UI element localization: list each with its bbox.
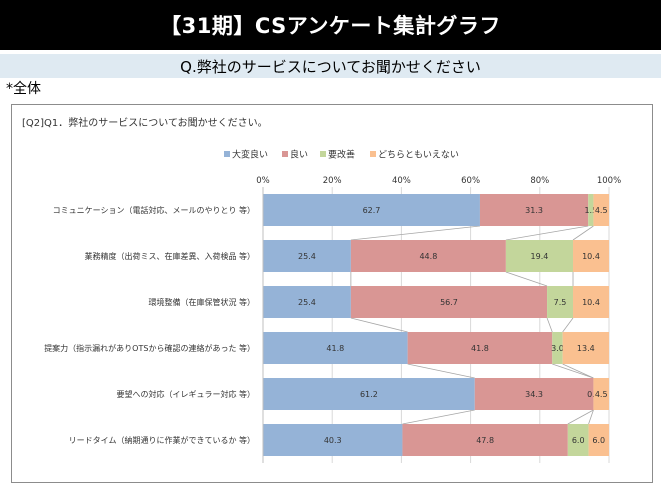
legend-label-1: 大変良い	[232, 149, 268, 161]
legend-label-4: どちらともいえない	[378, 150, 459, 161]
bar-1-3	[588, 194, 594, 226]
legend-swatch-2	[282, 151, 288, 157]
bar-5-2	[474, 378, 594, 410]
series-line-3-3	[562, 317, 574, 333]
series-line-1-3	[572, 225, 594, 241]
series-line-1-1	[350, 225, 480, 241]
data-label-1-3: 1.5	[584, 206, 597, 215]
legend-label-2: 良い	[290, 149, 308, 161]
x-tick-label-1: 20%	[323, 176, 342, 186]
data-label-1-2: 31.3	[525, 206, 543, 215]
category-label-1: コミュニケーション（電話対応、メールのやりとり 等）	[53, 205, 255, 215]
bar-6-2	[402, 424, 568, 456]
legend-swatch-3	[320, 151, 326, 157]
bar-4-1	[263, 332, 408, 364]
stacked-bar-chart: [Q2]Q1．弊社のサービスについてお聞かせください。大変良い 良い 要改善 どちらと…	[22, 116, 621, 463]
category-label-2: 業務精度（出荷ミス、在庫差異、入荷検品 等）	[84, 251, 255, 261]
bar-6-3	[567, 424, 589, 456]
bar-2-4	[573, 240, 609, 272]
x-tick-label-3: 60%	[461, 176, 480, 186]
category-label-3: 環境整備（在庫保管状況 等）	[148, 297, 255, 307]
data-label-1-1: 62.7	[363, 206, 381, 215]
data-label-2-1: 25.4	[298, 252, 316, 261]
bar-4-2	[407, 332, 553, 364]
x-tick-label-2: 40%	[392, 176, 411, 186]
question-text: Q.弊社のサービスについてお聞かせください	[180, 57, 481, 76]
bar-5-4	[593, 378, 609, 410]
data-label-4-2: 41.8	[471, 344, 489, 353]
bar-1-4	[593, 194, 609, 226]
bar-6-4	[588, 424, 609, 456]
report-title-bar: 【31期】CSアンケート集計グラフ	[0, 0, 661, 50]
data-label-3-4: 10.4	[582, 298, 600, 307]
bar-3-4	[573, 286, 609, 318]
legend-swatch-4	[370, 151, 376, 157]
data-label-6-2: 47.8	[476, 436, 494, 445]
report-title: 【31期】CSアンケート集計グラフ	[160, 14, 501, 38]
data-label-1-4: 4.5	[595, 206, 608, 215]
question-bar: Q.弊社のサービスについてお聞かせください	[0, 54, 661, 78]
legend-label-3: 要改善	[328, 149, 355, 161]
bar-3-1	[263, 286, 351, 318]
data-label-2-2: 44.8	[419, 252, 437, 261]
data-label-4-3: 3.0	[551, 344, 564, 353]
series-line-5-3	[588, 409, 594, 425]
x-tick-label-4: 80%	[530, 176, 549, 186]
series-line-5-2	[567, 409, 594, 425]
data-label-2-4: 10.4	[582, 252, 600, 261]
series-line-3-1	[350, 317, 408, 333]
data-label-5-1: 61.2	[360, 390, 378, 399]
series-line-4-3	[562, 363, 594, 379]
series-line-2-2	[505, 271, 548, 287]
bar-3-2	[350, 286, 548, 318]
series-line-3-2	[546, 317, 553, 333]
x-tick-label-5: 100%	[597, 176, 621, 186]
data-label-6-1: 40.3	[324, 436, 342, 445]
chart-title: [Q2]Q1．弊社のサービスについてお聞かせください。	[22, 116, 268, 129]
category-label-6: リードタイム（納期通りに作業ができているか 等）	[69, 435, 255, 445]
data-label-2-3: 19.4	[531, 252, 549, 261]
data-label-6-4: 6.0	[592, 436, 605, 445]
data-label-6-3: 6.0	[572, 436, 585, 445]
series-line-5-1	[402, 409, 475, 425]
bar-1-2	[479, 194, 589, 226]
legend-swatch-1	[224, 151, 230, 157]
bar-2-3	[505, 240, 574, 272]
data-label-5-4: 4.5	[595, 390, 608, 399]
series-line-1-2	[505, 225, 589, 241]
category-label-4: 提案力（指示漏れがありOTSから確認の連絡があった 等）	[44, 343, 255, 353]
bar-4-4	[562, 332, 609, 364]
series-line-4-1	[407, 363, 475, 379]
chart-panel: [Q2]Q1．弊社のサービスについてお聞かせください。大変良い 良い 要改善 どちらと…	[11, 104, 653, 483]
bar-3-3	[547, 286, 574, 318]
x-tick-label-0: 0%	[256, 176, 270, 186]
data-label-3-2: 56.7	[440, 298, 458, 307]
bar-2-2	[350, 240, 506, 272]
data-label-4-1: 41.8	[326, 344, 344, 353]
series-line-4-2	[552, 363, 594, 379]
data-label-5-2: 34.3	[525, 390, 543, 399]
scope-label: *全体	[6, 81, 41, 97]
bar-5-1	[263, 378, 475, 410]
bar-2-1	[263, 240, 351, 272]
bar-6-1	[263, 424, 403, 456]
data-label-3-1: 25.4	[298, 298, 316, 307]
bar-4-3	[552, 332, 563, 364]
bar-1-1	[263, 194, 480, 226]
data-label-4-4: 13.4	[577, 344, 595, 353]
data-label-3-3: 7.5	[554, 298, 567, 307]
category-label-5: 要望への対応（イレギュラー対応 等）	[116, 389, 255, 399]
